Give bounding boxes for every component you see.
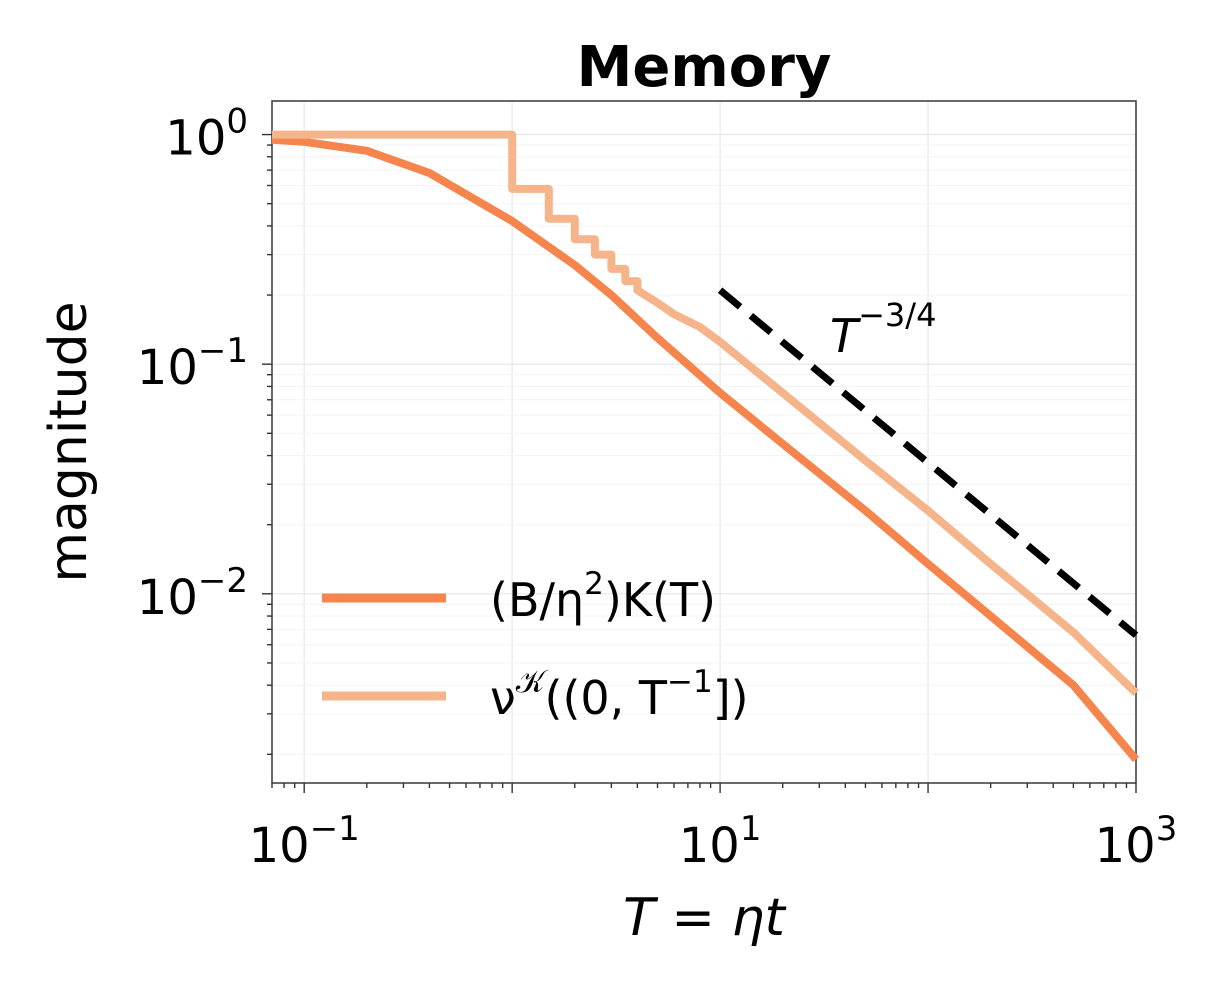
legend-label-measure: ν𝒦((0, T−1]) xyxy=(490,664,749,725)
x-tick-label: 10−1 xyxy=(249,809,360,874)
series-line-measure xyxy=(272,130,1139,696)
grid xyxy=(272,101,1137,783)
reference-line-label: T−3/4 xyxy=(830,296,936,363)
x-tick-label: 103 xyxy=(1095,809,1178,874)
plot-frame xyxy=(271,100,1137,784)
series-line-kernel xyxy=(271,135,1140,762)
y-tick-label: 10−2 xyxy=(137,561,248,626)
x-axis-label: T = ηt xyxy=(623,888,786,948)
axis-ticks: 10−1 101 103 100 10−1 10−2 xyxy=(137,102,1178,874)
reference-line xyxy=(717,287,1139,638)
y-axis-label: magnitude xyxy=(39,301,99,582)
legend: (B/η2)K(T) ν𝒦((0, T−1]) xyxy=(322,566,749,725)
y-tick-label: 100 xyxy=(165,102,248,167)
series-layer xyxy=(271,130,1140,762)
x-tick-label: 101 xyxy=(679,809,762,874)
chart-title: Memory xyxy=(577,35,832,100)
y-tick-label: 10−1 xyxy=(137,331,248,396)
legend-label-kernel: (B/η2)K(T) xyxy=(490,566,716,627)
